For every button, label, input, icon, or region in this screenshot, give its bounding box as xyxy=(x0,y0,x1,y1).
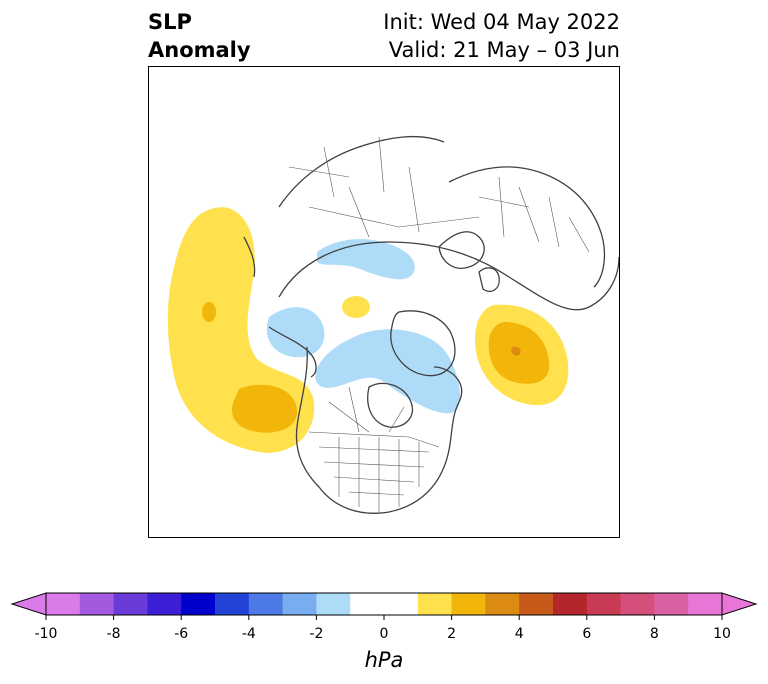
eurasia-coast xyxy=(278,241,619,311)
valid-period: Valid: 21 May – 03 Jun xyxy=(388,38,620,62)
forecast-dates: Init: Wed 04 May 2022 Valid: 21 May – 03… xyxy=(383,8,620,64)
british-isles xyxy=(478,267,500,292)
alaska-coast xyxy=(268,326,317,378)
polar-map xyxy=(148,66,620,538)
europe-borders xyxy=(478,176,590,253)
colorbar-over-arrow xyxy=(721,592,758,616)
north-america-coast xyxy=(295,346,463,514)
colorbar-segment xyxy=(553,593,588,615)
europe-coast xyxy=(448,166,606,288)
asia-east-coast xyxy=(278,135,445,208)
alaska-low xyxy=(266,307,325,358)
title-line-1: SLP xyxy=(148,10,192,34)
map-title: SLP Anomaly xyxy=(148,8,251,64)
colorbar-segment xyxy=(654,593,689,615)
colorbar-tick-label: -2 xyxy=(309,626,324,642)
pacific-small-core xyxy=(202,302,216,322)
siberian-low xyxy=(317,239,415,280)
colorbar-segment xyxy=(181,593,216,615)
colorbar-segment xyxy=(46,593,81,615)
colorbar-tick-label: 0 xyxy=(379,626,389,642)
colorbar-tick-label: 6 xyxy=(582,626,592,642)
canada-provinces xyxy=(328,386,405,433)
colorbar-segment xyxy=(282,593,317,615)
colorbar-segment xyxy=(316,593,351,615)
scandinavia xyxy=(438,231,485,269)
colorbar-segment xyxy=(519,593,554,615)
colorbar xyxy=(10,592,758,620)
colorbar-segment xyxy=(248,593,284,615)
coastlines xyxy=(243,135,619,514)
north-pacific-high-core xyxy=(232,384,298,433)
colorbar-segment xyxy=(79,593,115,615)
colorbar-tick-label: -4 xyxy=(241,626,256,642)
title-line-2: Anomaly xyxy=(148,38,251,62)
colorbar-segment xyxy=(113,593,148,615)
colorbar-tick-label: 8 xyxy=(649,626,659,642)
colorbar-segment xyxy=(417,593,453,615)
colorbar-tick-label: -10 xyxy=(34,626,58,642)
init-date: Init: Wed 04 May 2022 xyxy=(383,10,620,34)
colorbar-segment xyxy=(451,593,486,615)
colorbar-under-arrow xyxy=(10,592,47,616)
colorbar-tick-label: 4 xyxy=(514,626,524,642)
anomaly-shading xyxy=(167,207,569,453)
russia-borders xyxy=(308,166,480,238)
us-canada-border xyxy=(308,431,440,448)
colorbar-segment xyxy=(215,593,250,615)
colorbar-tick-label: 2 xyxy=(447,626,457,642)
colorbar-tick-label: -6 xyxy=(174,626,189,642)
colorbar-tick-label: -8 xyxy=(106,626,121,642)
arctic-small-high xyxy=(342,296,370,318)
canadian-archipelago-low xyxy=(315,329,461,414)
colorbar-segment xyxy=(350,593,419,615)
colorbar-segment xyxy=(620,593,655,615)
colorbar-segment xyxy=(586,593,622,615)
hudson-bay xyxy=(367,382,414,428)
greenland xyxy=(390,310,456,377)
map-svg xyxy=(167,135,619,514)
japan xyxy=(243,236,256,278)
atlantic-high-peak xyxy=(511,346,521,356)
colorbar-tick-label: 10 xyxy=(713,626,731,642)
colorbar-segment xyxy=(485,593,520,615)
us-states-grid xyxy=(318,437,430,512)
colorbar-segment xyxy=(147,593,182,615)
political-borders xyxy=(288,136,590,512)
colorbar-segment xyxy=(688,593,723,615)
asia-borders xyxy=(288,136,385,198)
colorbar-unit-label: hPa xyxy=(364,648,404,672)
